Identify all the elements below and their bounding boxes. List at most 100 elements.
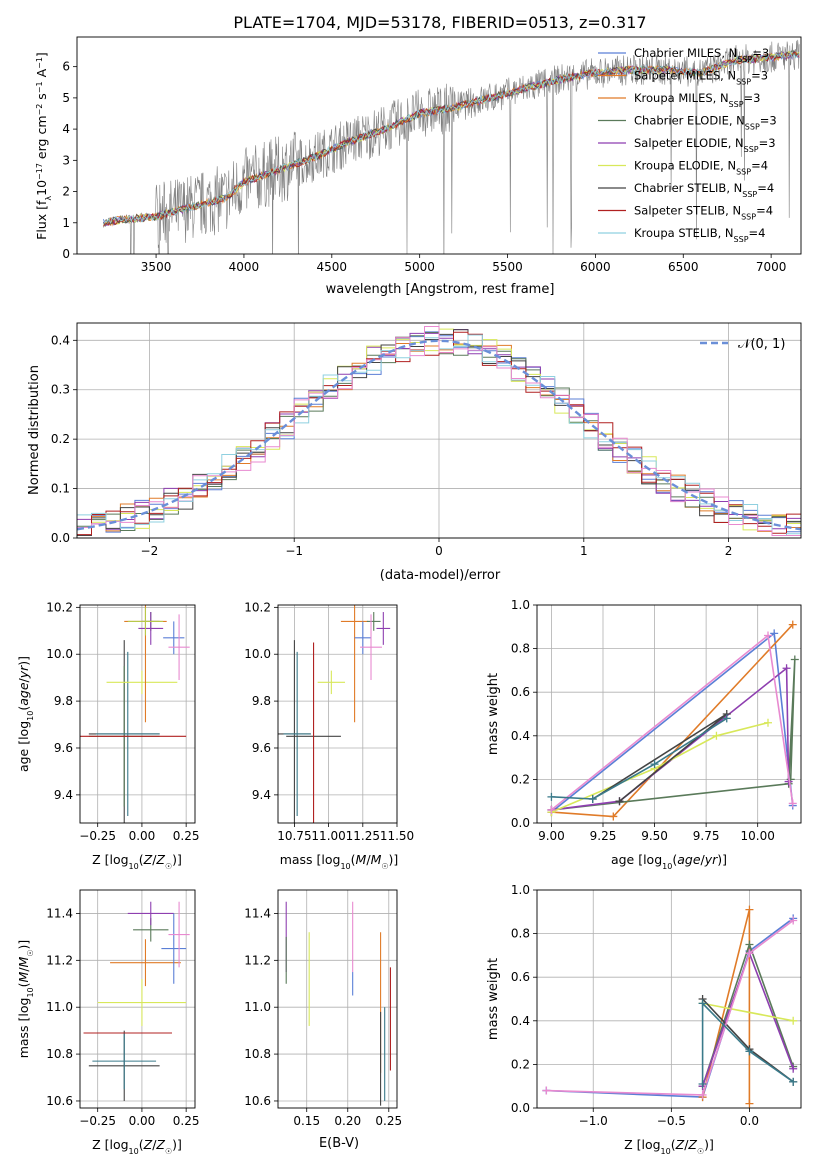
y-axis-label: age [log10(age/yr)] [16,656,35,772]
mass-weight-line-0 [546,917,794,1098]
mass-weight-line-4 [702,1002,794,1022]
marker-7-1 [698,999,707,1008]
tick-label-x: −1 [285,544,303,558]
tick-label-y: 11.0 [244,1000,271,1014]
axes-frame [277,604,398,824]
marker-2-1 [745,940,754,949]
tick-label-y: 1 [62,216,70,230]
ebv-mass-panel: 0.15 0.20 0.25 10.6 10.8 11.0 11.2 11.4 E(B-V) [244,889,402,1151]
legend-entry-0: Chabrier MILES, NSSP=3 [634,46,769,64]
tick-label-y: 0.3 [51,383,70,397]
marker-1-2 [745,1099,754,1108]
tick-label-y: 9.8 [252,694,271,708]
tick-label-x: 9.00 [538,829,565,843]
figure-title: PLATE=1704, MJD=53178, FIBERID=0513, z=0… [233,13,646,32]
tick-label-x: 5500 [492,260,523,274]
marker-7-0 [698,1080,707,1089]
tick-label-x: 7000 [756,260,787,274]
tick-label-y: 11.4 [46,906,73,920]
tick-label-x: 9.75 [693,829,720,843]
tick-label-x: 0.25 [173,829,200,843]
marker-0-1 [770,629,779,638]
tick-label-x: 0 [435,544,443,558]
tick-label-y: 0.4 [511,729,530,743]
marker-1-1 [609,812,618,821]
tick-label-x: 4500 [317,260,348,274]
y-axis-label: mass [log10(M/M☉)] [16,940,35,1059]
tick-label-y: 2 [62,185,70,199]
tick-label-y: 0.8 [511,642,530,656]
tick-label-x: 0.0 [740,1114,759,1128]
tick-label-y: 9.4 [54,788,73,802]
mass-weight-line-0 [550,631,794,813]
z-mass-panel: −0.25 0.00 0.25 10.6 10.8 11.0 11.2 11.4 Z [log1… [16,889,200,1156]
marker-6-0 [542,1086,551,1095]
tick-label-x: 6500 [668,260,699,274]
tick-label-y: 0.4 [51,333,70,347]
mass-weight-line-7 [551,717,728,800]
marker-7-2 [650,760,659,769]
tick-label-y: 10.8 [46,1047,73,1061]
marker-4-2 [712,731,721,740]
x-axis-label: Z [log10(Z/Z☉)] [624,1137,714,1156]
tick-label-y: 0.0 [511,816,530,830]
plot-area [102,39,800,254]
legend-entry-1: Salpeter MILES, NSSP=3 [634,69,768,87]
mass-weight-line-4 [551,721,769,813]
mass-weight-line-2 [701,942,794,1087]
tick-label-y: 4 [62,122,70,136]
tick-label-x: −2 [141,544,159,558]
y-axis-label: Normed distribution [27,365,42,495]
tick-label-x: 9.25 [590,829,617,843]
marker-7-3 [722,714,731,723]
x-axis-label: Z [log10(Z/Z☉)] [92,1137,182,1156]
tick-label-y: 0.6 [511,685,530,699]
plot-area [542,905,798,1108]
tick-label-y: 0 [62,247,70,261]
plot-area [83,901,190,1101]
mass-weight-line-2 [551,659,796,811]
model-line-7 [103,51,800,227]
marker-6-1 [698,1090,707,1099]
marker-3-2 [789,1064,798,1073]
legend-entry-6: Chabrier STELIB, NSSP=4 [634,181,774,199]
tick-label-x: 11.00 [311,829,345,843]
residual-histogram-panel: −2 −1 0 1 2 0.0 0.1 0.2 0.3 0.4 𝒩(0, 1) (data-model… [27,322,802,583]
marker-6-2 [788,799,797,808]
axes-frame [277,889,398,1109]
tick-label-x: 11.50 [380,829,414,843]
marker-6-1 [764,631,772,640]
tick-label-y: 0.2 [511,1057,530,1071]
tick-label-x: 0.15 [293,1114,320,1128]
tick-label-x: 9.50 [641,829,668,843]
tick-label-x: 3500 [141,260,172,274]
marker-7-2 [745,1047,754,1056]
mass-weight-line-3 [551,666,790,811]
tick-label-x: 4000 [229,260,260,274]
tick-label-y: 5 [62,91,70,105]
tick-label-x: 1 [580,544,588,558]
legend-entry: 𝒩(0, 1) [738,337,785,352]
marker-1-2 [788,620,797,629]
tick-label-x: −0.25 [79,1114,116,1128]
axes-frame [79,889,196,1109]
tick-label-y: 0.0 [511,1101,530,1115]
marker-3-2 [782,664,791,673]
tick-label-x: 5000 [404,260,435,274]
plot-area [547,620,799,821]
axes-frame [536,889,802,1109]
tick-label-y: 10.8 [244,1047,271,1061]
tick-label-y: 9.4 [252,788,271,802]
legend-entry-5: Kroupa ELODIE, NSSP=4 [634,159,768,177]
marker-6-3 [789,916,798,925]
tick-label-x: −0.5 [657,1114,686,1128]
tick-label-y: 10.2 [244,600,271,614]
axes-frame [536,604,802,824]
histogram-series-6 [77,331,801,536]
y-axis-label: mass weight [486,958,501,1040]
tick-label-y: 11.2 [244,953,271,967]
tick-label-x: 0.25 [173,1114,200,1128]
marker-4-1 [789,1016,798,1025]
x-axis-label: (data-model)/error [380,568,501,583]
tick-label-x: 0.00 [129,1114,156,1128]
